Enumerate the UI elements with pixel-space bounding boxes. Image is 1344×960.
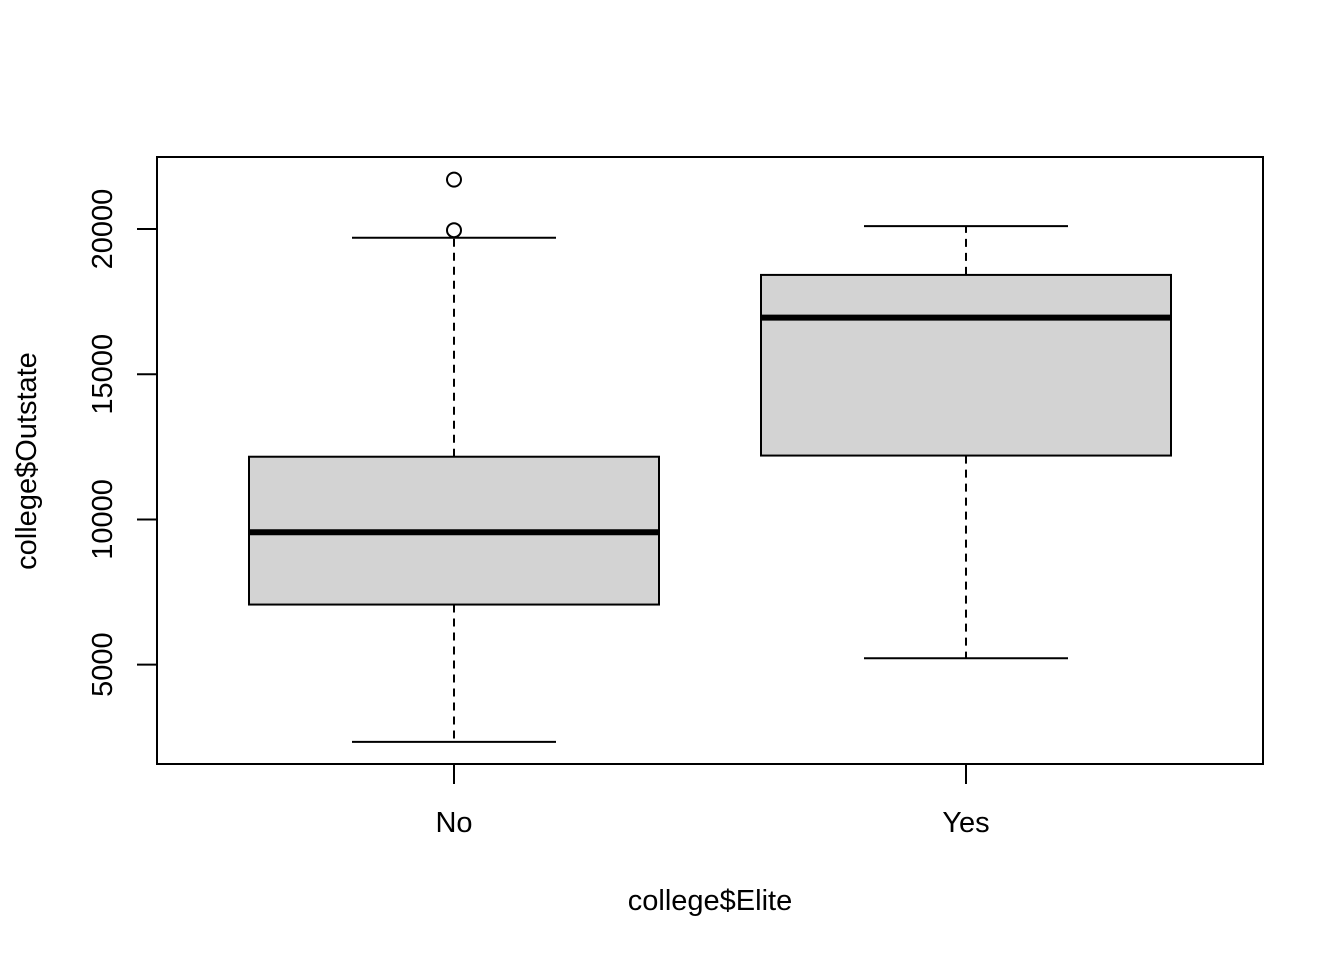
- y-tick-label: 10000: [87, 479, 119, 560]
- x-axis-title: college$Elite: [628, 885, 792, 917]
- y-axis-title: college$Outstate: [11, 352, 43, 570]
- outlier-point: [446, 222, 462, 239]
- box-group-yes: Yes: [760, 225, 1172, 839]
- y-tick-label: 5000: [87, 632, 119, 697]
- iqr-box: [760, 273, 1172, 457]
- y-tick-label: 20000: [87, 189, 119, 270]
- x-tick-label: No: [435, 807, 472, 839]
- box-group-no: No: [248, 171, 660, 839]
- x-tick-label: Yes: [942, 807, 989, 839]
- outlier-point: [446, 171, 462, 188]
- plot-frame: [156, 156, 1264, 765]
- y-tick-label: 15000: [87, 334, 119, 415]
